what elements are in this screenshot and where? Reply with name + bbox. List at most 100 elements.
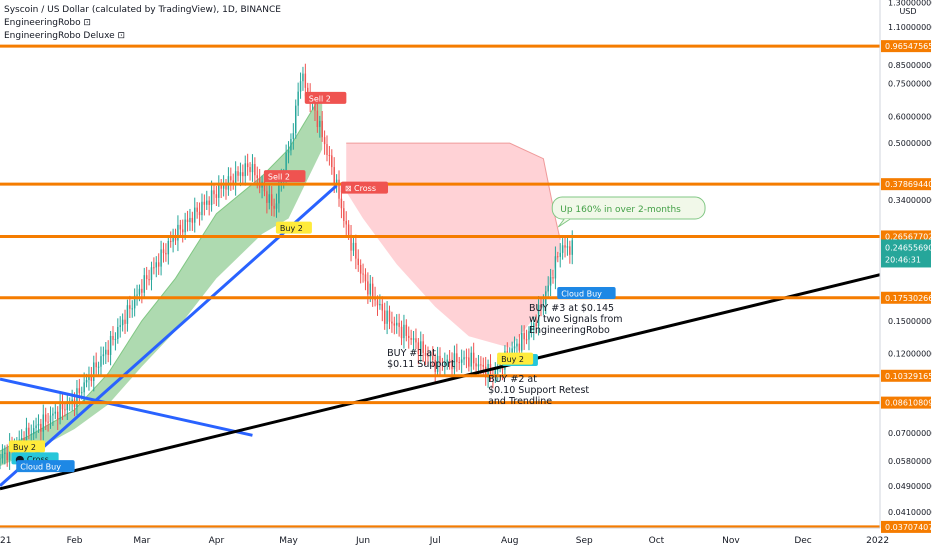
candle-body <box>499 363 501 367</box>
level-price-label-bg <box>881 291 931 304</box>
buy-signal[interactable]: Buy 2 <box>9 440 46 453</box>
price-tick-label: 0.75000000 <box>888 79 932 88</box>
candle-body <box>391 321 393 324</box>
candle-body <box>513 346 516 349</box>
candle-body <box>30 434 32 436</box>
candle-body <box>251 164 254 173</box>
price-tick-label: 0.50000000 <box>888 139 932 148</box>
candle-body <box>299 81 302 92</box>
buy-signal-bg <box>497 352 534 365</box>
candle-body <box>292 133 295 139</box>
candle-body <box>256 175 258 178</box>
callout-text: Up 160% in over 2-months <box>560 205 681 215</box>
candle-body <box>470 352 472 367</box>
candle-body <box>121 319 124 326</box>
candle-body <box>177 224 179 241</box>
candle-body <box>85 380 88 383</box>
candle-body <box>302 73 304 82</box>
level-price-label[interactable]: 0.10329165 <box>881 369 932 382</box>
indicator-engineeringrobo[interactable]: EngineeringRobo ⊡ <box>4 18 91 28</box>
candle-body <box>201 201 203 216</box>
candle-body <box>446 359 448 363</box>
candle-body <box>165 253 167 255</box>
level-price-label-text: 0.96547565 <box>885 42 932 51</box>
sell-signal[interactable]: Sell 2 <box>304 91 347 104</box>
candle-body <box>533 323 535 330</box>
last-price-label[interactable]: 0.24655690 20:46:31 <box>881 239 932 268</box>
last-price-bg <box>881 239 931 268</box>
candle-body <box>456 353 458 363</box>
candle-body <box>530 329 533 332</box>
sell-signal[interactable]: Sell 2 <box>263 170 306 183</box>
candle-body <box>220 184 222 189</box>
candle-body <box>465 357 468 359</box>
candle-body <box>242 172 244 177</box>
candle-body <box>410 337 412 340</box>
time-tick-label: Aug <box>501 536 519 546</box>
candle-body <box>61 402 64 410</box>
level-price-label[interactable]: 0.96547565 <box>881 40 932 53</box>
candle-body <box>138 288 141 295</box>
candle-body <box>203 201 206 205</box>
candle-body <box>194 207 196 223</box>
cloud-buy-signal-bg <box>557 287 616 300</box>
level-price-label[interactable]: 0.03707407 <box>881 520 932 533</box>
level-price-label[interactable]: 0.37869440 <box>881 178 932 191</box>
sell-signal[interactable]: ⊠ Cross <box>340 181 389 194</box>
level-price-label[interactable]: 0.26567702 <box>881 230 932 243</box>
time-tick-label: Sep <box>576 536 593 546</box>
candle-body <box>343 208 345 221</box>
candle-body <box>362 273 364 275</box>
indicator-engineeringrobo-deluxe[interactable]: EngineeringRobo Deluxe ⊡ <box>4 31 126 41</box>
candle-body <box>167 241 170 255</box>
cloud-buy-signal[interactable]: Cloud Buy <box>557 287 616 300</box>
annotation-text: $0.10 Support Retest <box>488 385 589 396</box>
time-tick-label: Oct <box>649 536 665 546</box>
candle-body <box>40 423 42 432</box>
candle-body <box>266 191 268 203</box>
candle-body <box>333 167 335 184</box>
candle-body <box>114 338 117 340</box>
candle-body <box>179 224 182 230</box>
candle-body <box>314 100 316 111</box>
candle-body <box>160 249 162 267</box>
candle-body <box>0 458 1 460</box>
price-axis[interactable] <box>880 0 932 550</box>
candle-body <box>4 452 6 454</box>
candle-body <box>218 184 220 198</box>
price-tick-label: 0.15000000 <box>888 317 932 326</box>
candle-body <box>244 163 246 177</box>
candle-body <box>150 267 153 280</box>
trend-line-black-2[interactable] <box>0 273 881 491</box>
candle-body <box>453 353 456 370</box>
candle-body <box>109 335 112 355</box>
candle-body <box>222 185 225 189</box>
cloud-buy-signal[interactable]: Cloud Buy <box>16 460 75 473</box>
level-price-label[interactable]: 0.17530266 <box>881 291 932 304</box>
buy-signal[interactable]: Buy 2 <box>497 352 534 365</box>
buy-signal[interactable]: Buy 2 <box>275 221 312 234</box>
candle-body <box>547 285 549 292</box>
candle-body <box>521 333 523 351</box>
symbol-title[interactable]: Syscoin / US Dollar (calculated by Tradi… <box>4 5 281 15</box>
candle-body <box>126 305 129 324</box>
candle-body <box>566 246 569 248</box>
buy-signal-bg <box>9 440 46 453</box>
price-tick-label: 0.04100000 <box>888 508 932 517</box>
candle-body <box>424 352 427 356</box>
candle-body <box>273 205 275 209</box>
callout-bubble[interactable]: Up 160% in over 2-months <box>551 196 706 228</box>
candle-body <box>511 348 513 356</box>
level-price-label[interactable]: 0.08610809 <box>881 396 932 409</box>
candle-body <box>172 236 174 242</box>
trend-line-blue-1[interactable] <box>0 377 253 437</box>
candle-body <box>90 375 93 381</box>
candle-body <box>268 194 271 203</box>
candle-body <box>323 137 326 145</box>
sell-signal-bg <box>304 91 347 104</box>
candle-body <box>367 281 369 295</box>
price-tick-label: 1.30000000 <box>888 0 932 7</box>
candle-body <box>436 355 439 372</box>
candle-body <box>189 217 191 223</box>
